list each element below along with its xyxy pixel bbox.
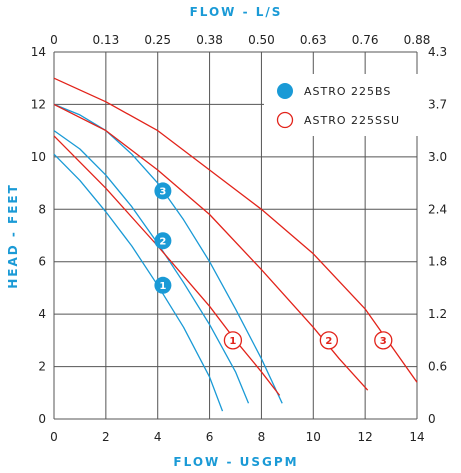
curve-225bs-speed-1 bbox=[53, 153, 224, 412]
legend-open-marker-icon bbox=[276, 111, 294, 129]
marker-circle bbox=[154, 276, 172, 294]
marker-circle bbox=[374, 331, 393, 350]
y2-tick-label: 4.3 bbox=[428, 45, 447, 59]
marker-circle bbox=[319, 331, 338, 350]
speed-marker-filled-2: 2 bbox=[154, 232, 172, 250]
tick-labels: 0 2 4 6 8 10 12 140 0.13 0.25 0.38 0.50 0.63 0.76 0.88… bbox=[31, 33, 447, 444]
x-tick-label: 2 bbox=[102, 430, 110, 444]
x-tick-label: 0 bbox=[50, 430, 58, 444]
x-tick-label: 14 bbox=[409, 430, 424, 444]
x-tick-label: 4 bbox=[154, 430, 162, 444]
y-axis-title: HEAD - FEET bbox=[6, 183, 20, 289]
x2-tick-label: 0.50 bbox=[248, 33, 275, 47]
speed-marker-open-2: 2 bbox=[319, 331, 338, 350]
x-axis-title: FLOW - USGPM bbox=[173, 455, 298, 469]
marker-circle bbox=[154, 232, 172, 250]
speed-marker-filled-3: 3 bbox=[154, 182, 172, 200]
curve-225ssu-speed-2 bbox=[53, 103, 369, 391]
y-tick-label: 8 bbox=[38, 202, 46, 216]
y-tick-label: 12 bbox=[31, 97, 46, 111]
x2-tick-label: 0.63 bbox=[300, 33, 327, 47]
legend-filled-marker-icon bbox=[277, 83, 293, 99]
y2-tick-label: 0 bbox=[428, 412, 436, 426]
speed-marker-filled-1: 1 bbox=[154, 276, 172, 294]
marker-label: 1 bbox=[229, 336, 236, 347]
curve-225bs-speed-2 bbox=[53, 130, 250, 404]
y-tick-label: 0 bbox=[38, 412, 46, 426]
curve-225ssu-speed-1 bbox=[53, 135, 281, 396]
legend-label-225ssu: ASTRO 225SSU bbox=[304, 114, 400, 127]
x-tick-label: 6 bbox=[206, 430, 214, 444]
marker-label: 2 bbox=[325, 336, 332, 347]
y-tick-label: 6 bbox=[38, 255, 46, 269]
marker-label: 1 bbox=[159, 281, 166, 292]
speed-markers: 1 2 3 1 2 3 bbox=[154, 182, 393, 350]
x-tick-label: 10 bbox=[306, 430, 321, 444]
x2-tick-label: 0.13 bbox=[92, 33, 119, 47]
y2-tick-label: 1.2 bbox=[428, 307, 447, 321]
y-tick-label: 4 bbox=[38, 307, 46, 321]
marker-circle bbox=[154, 182, 172, 200]
y-tick-label: 14 bbox=[31, 45, 46, 59]
curve-225bs-speed-3 bbox=[53, 103, 283, 404]
legend: ASTRO 225BS ASTRO 225SSU bbox=[264, 74, 422, 136]
x2-tick-label: 0 bbox=[50, 33, 58, 47]
x2-tick-label: 0.38 bbox=[196, 33, 223, 47]
marker-label: 3 bbox=[159, 187, 166, 198]
x2-tick-label: 0.25 bbox=[144, 33, 171, 47]
marker-circle bbox=[223, 331, 243, 350]
y2-tick-label: 2.4 bbox=[428, 202, 447, 216]
x2-axis-title: FLOW - L/S bbox=[190, 5, 283, 19]
speed-marker-open-1: 1 bbox=[223, 331, 243, 350]
x-tick-label: 8 bbox=[258, 430, 266, 444]
marker-label: 2 bbox=[159, 236, 166, 247]
y2-tick-label: 3.0 bbox=[428, 150, 447, 164]
y2-tick-label: 3.7 bbox=[428, 97, 447, 111]
x-tick-label: 12 bbox=[358, 430, 373, 444]
y-tick-label: 2 bbox=[38, 360, 46, 374]
marker-label: 3 bbox=[380, 336, 387, 347]
speed-marker-open-3: 3 bbox=[374, 331, 393, 350]
x2-tick-label: 0.76 bbox=[352, 33, 379, 47]
y-tick-label: 10 bbox=[31, 150, 46, 164]
x2-tick-label: 0.88 bbox=[404, 33, 431, 47]
legend-label-225bs: ASTRO 225BS bbox=[304, 85, 391, 98]
y2-tick-label: 0.6 bbox=[428, 360, 447, 374]
y2-tick-label: 1.8 bbox=[428, 255, 447, 269]
